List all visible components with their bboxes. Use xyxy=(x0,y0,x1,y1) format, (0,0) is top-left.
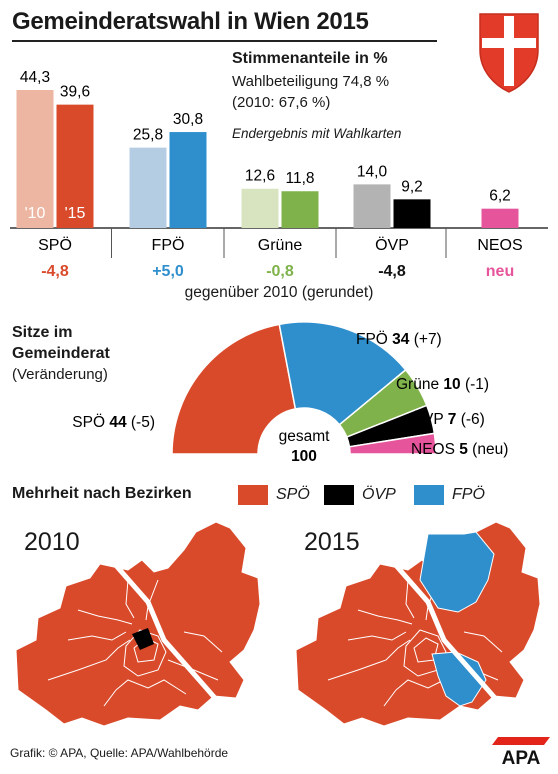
map-year-2015: 2015 xyxy=(304,528,360,556)
source-note: Grafik: © APA, Quelle: APA/Wahlbehörde xyxy=(10,746,229,760)
seat-label-spoe: SPÖ 44 (-5) xyxy=(72,413,155,431)
change-label-fpoe: +5,0 xyxy=(152,263,184,280)
page-title: Gemeinderatswahl in Wien 2015 xyxy=(12,8,369,35)
seat-label-oevp: ÖVP 7 (-6) xyxy=(411,410,485,428)
change-label-spoe: -4,8 xyxy=(41,263,69,280)
title-divider xyxy=(12,40,437,42)
bar-2010-oevp xyxy=(353,184,391,228)
district-maps xyxy=(15,521,541,727)
legend-item-fpoe: FPÖ xyxy=(414,485,485,505)
turnout-previous-text: (2010: 67,6 %) xyxy=(232,94,331,111)
change-label-oevp: -4,8 xyxy=(378,263,406,280)
seat-label-fpoe: FPÖ 34 (+7) xyxy=(356,330,442,348)
value-label-2010-spoe: 44,3 xyxy=(20,69,50,86)
value-label-2010-fpoe: 25,8 xyxy=(133,127,163,144)
value-label-2015-fpoe: 30,8 xyxy=(173,111,203,128)
category-label-neos: NEOS xyxy=(477,237,522,254)
seat-label-neos: NEOS 5 (neu) xyxy=(411,441,508,458)
seat-label-gruene: Grüne 10 (-1) xyxy=(396,376,489,393)
bar-2015-fpoe xyxy=(169,132,207,228)
seat-slice-spoe xyxy=(171,323,297,455)
bar-2010-gruene xyxy=(241,188,279,228)
result-note: Endergebnis mit Wahlkarten xyxy=(232,126,402,141)
bar-2015-spoe xyxy=(56,104,94,228)
legend-item-spoe: SPÖ xyxy=(238,485,310,505)
vote-share-chart: 44,3 '10 39,6 '15 SPÖ -4,8 25,8 30,8 FPÖ +5,0 12,6… xyxy=(10,69,548,280)
change-caption: gegenüber 2010 (gerundet) xyxy=(184,284,374,301)
value-label-2015-gruene: 11,8 xyxy=(285,170,314,187)
apa-logo-icon: APA xyxy=(492,737,550,765)
seats-center-label: gesamt xyxy=(279,428,331,445)
chart-subtitle: Stimmenanteile in % xyxy=(232,50,388,67)
map-year-2010: 2010 xyxy=(24,528,80,556)
legend-item-oevp: ÖVP xyxy=(324,485,396,505)
category-label-spoe: SPÖ xyxy=(38,236,72,254)
value-label-2010-oevp: 14,0 xyxy=(357,163,388,180)
bar-2015-oevp xyxy=(393,199,431,228)
seats-subtitle: (Veränderung) xyxy=(12,366,108,383)
change-label-gruene: -0,8 xyxy=(266,263,294,280)
map-2010 xyxy=(15,521,261,727)
bar-2015-neos xyxy=(481,208,519,228)
value-label-2015-neos: 6,2 xyxy=(489,188,511,205)
svg-text:APA: APA xyxy=(502,748,541,765)
vienna-crest-icon xyxy=(479,13,539,93)
turnout-text: Wahlbeteiligung 74,8 % xyxy=(232,73,390,90)
seats-title: Sitze im Gemeinderat xyxy=(12,324,110,362)
bar-2010-fpoe xyxy=(129,147,167,228)
value-label-2015-oevp: 9,2 xyxy=(401,178,423,195)
seat-chart: SPÖ 44 (-5) FPÖ 34 (+7) Grüne 10 (-1) ÖVP 7… xyxy=(72,321,508,465)
series-label-2010: '10 xyxy=(25,205,46,222)
category-label-fpoe: FPÖ xyxy=(152,236,185,254)
value-label-2015-spoe: 39,6 xyxy=(60,84,90,101)
category-label-oevp: ÖVP xyxy=(375,236,409,254)
series-label-2015: '15 xyxy=(65,205,86,222)
category-label-gruene: Grüne xyxy=(258,237,303,254)
map-2015 xyxy=(295,521,541,727)
seats-center-value: 100 xyxy=(291,448,317,465)
change-label-neos: neu xyxy=(486,263,514,280)
majority-title: Mehrheit nach Bezirken xyxy=(12,485,192,502)
seat-slice-fpoe xyxy=(278,321,407,426)
bar-2015-gruene xyxy=(281,191,319,228)
value-label-2010-gruene: 12,6 xyxy=(245,168,275,185)
seat-slice-neos xyxy=(348,432,437,455)
bar-2010-spoe xyxy=(16,90,54,228)
